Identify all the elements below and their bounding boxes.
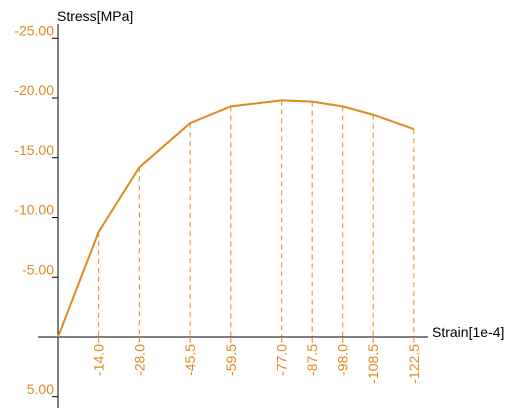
x-tick-label: -77.0 xyxy=(274,344,290,376)
x-ticks: -14.0 -28.0 -45.5 -59.5 -77.0 -87.5 -98.0 -108.… xyxy=(91,337,422,384)
y-tick-label: -10.00 xyxy=(14,202,54,218)
x-tick-label: -122.5 xyxy=(406,344,422,384)
y-ticks: -25.00 -20.00 -15.00 -10.00 -5.00 5.00 xyxy=(14,22,58,398)
y-tick-label: 5.00 xyxy=(27,381,54,397)
y-tick-label: -25.00 xyxy=(14,22,54,38)
x-tick-label: -98.0 xyxy=(335,344,351,376)
series-line xyxy=(57,99,415,338)
y-axis-title: Stress[MPa] xyxy=(57,8,133,24)
x-axis-title: Strain[1e-4] xyxy=(432,324,504,340)
x-tick-label: -14.0 xyxy=(91,344,107,376)
guide-lines xyxy=(98,100,415,337)
x-tick-label: -108.5 xyxy=(365,344,381,384)
y-tick-label: -15.00 xyxy=(14,142,54,158)
x-tick-label: -28.0 xyxy=(131,344,147,376)
x-tick-label: -59.5 xyxy=(223,344,239,376)
y-tick-label: -20.00 xyxy=(14,82,54,98)
x-tick-label: -87.5 xyxy=(304,344,320,376)
x-tick-label: -45.5 xyxy=(182,344,198,376)
y-tick-label: -5.00 xyxy=(22,261,54,277)
